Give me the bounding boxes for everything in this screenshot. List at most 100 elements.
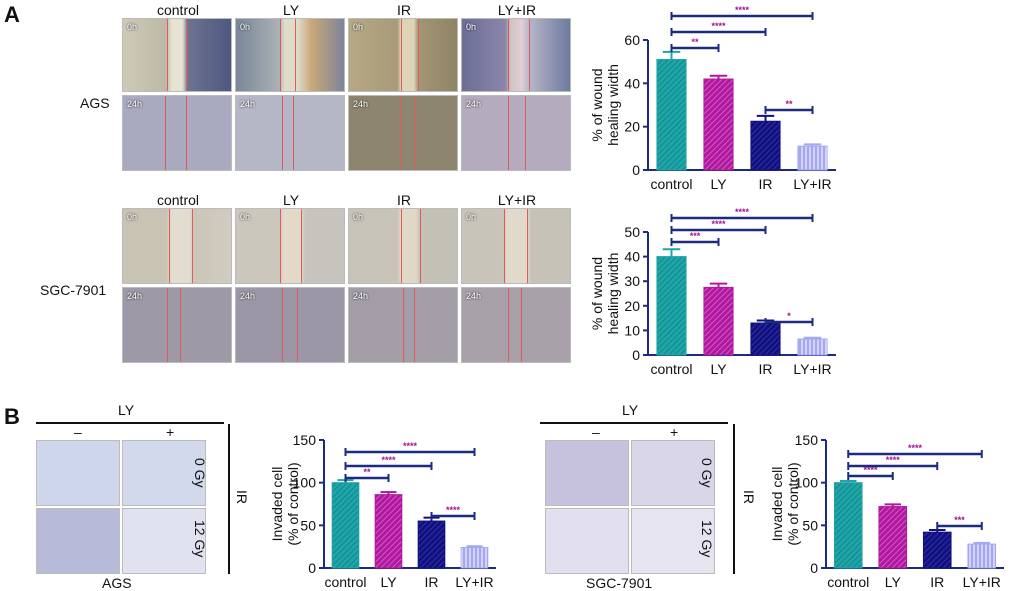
micrograph-sgc-control-24h: 24h — [122, 287, 232, 363]
col-label-ir: IR — [397, 2, 411, 18]
col-label-ir-2: IR — [397, 192, 411, 208]
y-tick-label: 50 — [802, 517, 818, 533]
y-tick-label: 100 — [795, 475, 819, 491]
y-tick-label: 0 — [632, 347, 640, 363]
x-tick-label: control — [650, 361, 692, 377]
significance-label: **** — [735, 5, 750, 15]
significance-label: **** — [886, 455, 901, 465]
bar-chart-sgc-invasion: 0 50 100 150 Invaded cell(% of control) contr… — [769, 432, 1004, 590]
y-axis-label: % of woundhealing width — [589, 253, 621, 335]
dose-12gy-ags: 12 Gy — [192, 520, 208, 558]
y-tick-label: 20 — [624, 298, 640, 314]
bar-control — [833, 482, 863, 569]
y-tick-label: 30 — [624, 273, 640, 289]
significance-label: *** — [954, 515, 965, 525]
y-axis-label: Invaded cell(% of control) — [269, 462, 301, 545]
significance-label: **** — [863, 465, 878, 475]
transwell-sgc-lyir — [631, 508, 715, 574]
y-tick-label: 150 — [795, 432, 819, 448]
bar-control — [656, 59, 687, 171]
x-tick-label: LY — [380, 574, 397, 590]
bar-IR — [750, 322, 781, 356]
ly-label-ags: LY — [118, 402, 135, 418]
y-tick-label: 150 — [293, 432, 317, 448]
ly-minus-ags: – — [74, 424, 82, 440]
micrograph-ags-control-24h: 24h — [122, 95, 232, 171]
micrograph-sgc-lyir-24h: 24h — [461, 287, 571, 363]
significance-label: **** — [908, 443, 923, 453]
col-label-ly-2: LY — [282, 192, 300, 208]
x-tick-label: control — [324, 574, 366, 590]
micrograph-sgc-ir-24h: 24h — [348, 287, 458, 363]
transwell-ags-ir — [36, 508, 120, 574]
dose-0gy-ags: 0 Gy — [192, 458, 208, 488]
y-tick-label: 40 — [624, 249, 640, 265]
x-tick-label: IR — [930, 574, 944, 590]
ly-minus-sgc: – — [592, 424, 600, 440]
ly-plus-sgc: + — [670, 424, 679, 440]
ly-line-sgc — [540, 422, 728, 424]
micrograph-ags-ly-0h: 0h — [235, 18, 345, 92]
bar-LY — [374, 494, 403, 569]
transwell-sgc-ly — [631, 440, 715, 506]
y-tick-label: 20 — [624, 119, 640, 135]
transwell-ags-lyir — [122, 508, 206, 574]
bar-chart-ags-invasion: 0 50 100 150 Invaded cell(% of control) contr… — [269, 432, 496, 590]
ly-label-sgc: LY — [622, 402, 639, 418]
x-tick-label: LY — [885, 574, 902, 590]
cell-line-ags: AGS — [102, 575, 132, 591]
ly-line-ags — [36, 422, 224, 424]
x-tick-label: LY — [710, 361, 727, 377]
significance-label: **** — [711, 21, 726, 31]
bar-chart-sgc-wound: 0 10 20 30 40 50% of woundhealing width contro… — [589, 207, 836, 377]
significance-label: **** — [735, 207, 750, 217]
micrograph-sgc-ly-24h: 24h — [235, 287, 345, 363]
y-axis-label: % of woundhealing width — [589, 64, 621, 146]
transwell-sgc-control — [545, 440, 629, 506]
transwell-sgc-ir — [545, 508, 629, 574]
x-tick-label: LY+IR — [793, 361, 831, 377]
significance-label: * — [787, 311, 791, 321]
bar-LY+IR — [967, 543, 997, 569]
transwell-ags-control — [36, 440, 120, 506]
col-label-control-2: control — [156, 192, 200, 208]
bar-IR — [922, 531, 952, 569]
transwell-ags-ly — [122, 440, 206, 506]
ir-line-sgc — [733, 424, 735, 574]
x-tick-label: control — [827, 574, 869, 590]
y-tick-label: 0 — [308, 560, 316, 576]
bar-LY — [703, 78, 734, 171]
x-tick-label: IR — [425, 574, 439, 590]
micrograph-sgc-control-0h: 0h — [122, 208, 232, 284]
col-label-ly-ir-2: LY+IR — [497, 192, 537, 208]
y-tick-label: 50 — [300, 517, 316, 533]
bar-chart-ags-wound: 0 20 40 60% of woundhealing width control LY I… — [589, 5, 836, 192]
x-tick-label: LY+IR — [455, 574, 493, 590]
x-tick-label: control — [650, 176, 692, 192]
micrograph-sgc-ly-0h: 0h — [235, 208, 345, 284]
x-tick-label: LY+IR — [963, 574, 1001, 590]
y-tick-label: 40 — [624, 75, 640, 91]
bar-LY+IR — [797, 145, 828, 171]
dose-12gy-sgc: 12 Gy — [699, 520, 715, 558]
y-axis-label: Invaded cell(% of control) — [769, 462, 801, 545]
bar-IR — [750, 120, 781, 171]
micrograph-ags-ir-24h: 24h — [348, 95, 458, 171]
ir-label-sgc: IR — [741, 490, 757, 504]
micrograph-sgc-lyir-0h: 0h — [461, 208, 571, 284]
panel-letter-b: B — [4, 404, 20, 429]
x-tick-label: LY+IR — [793, 176, 831, 192]
dose-0gy-sgc: 0 Gy — [699, 458, 715, 488]
row-label-sgc7901: SGC-7901 — [40, 282, 107, 298]
significance-label: ** — [691, 37, 699, 47]
y-tick-label: 0 — [632, 162, 640, 178]
y-tick-label: 10 — [624, 322, 640, 338]
y-tick-label: 100 — [293, 475, 317, 491]
bar-IR — [417, 520, 446, 569]
x-tick-label: IR — [759, 361, 773, 377]
micrograph-ags-ly-24h: 24h — [235, 95, 345, 171]
col-label-ly-ir: LY+IR — [497, 2, 537, 18]
row-label-ags: AGS — [80, 95, 110, 111]
col-label-ly: LY — [282, 2, 300, 18]
bar-LY+IR — [460, 547, 489, 569]
